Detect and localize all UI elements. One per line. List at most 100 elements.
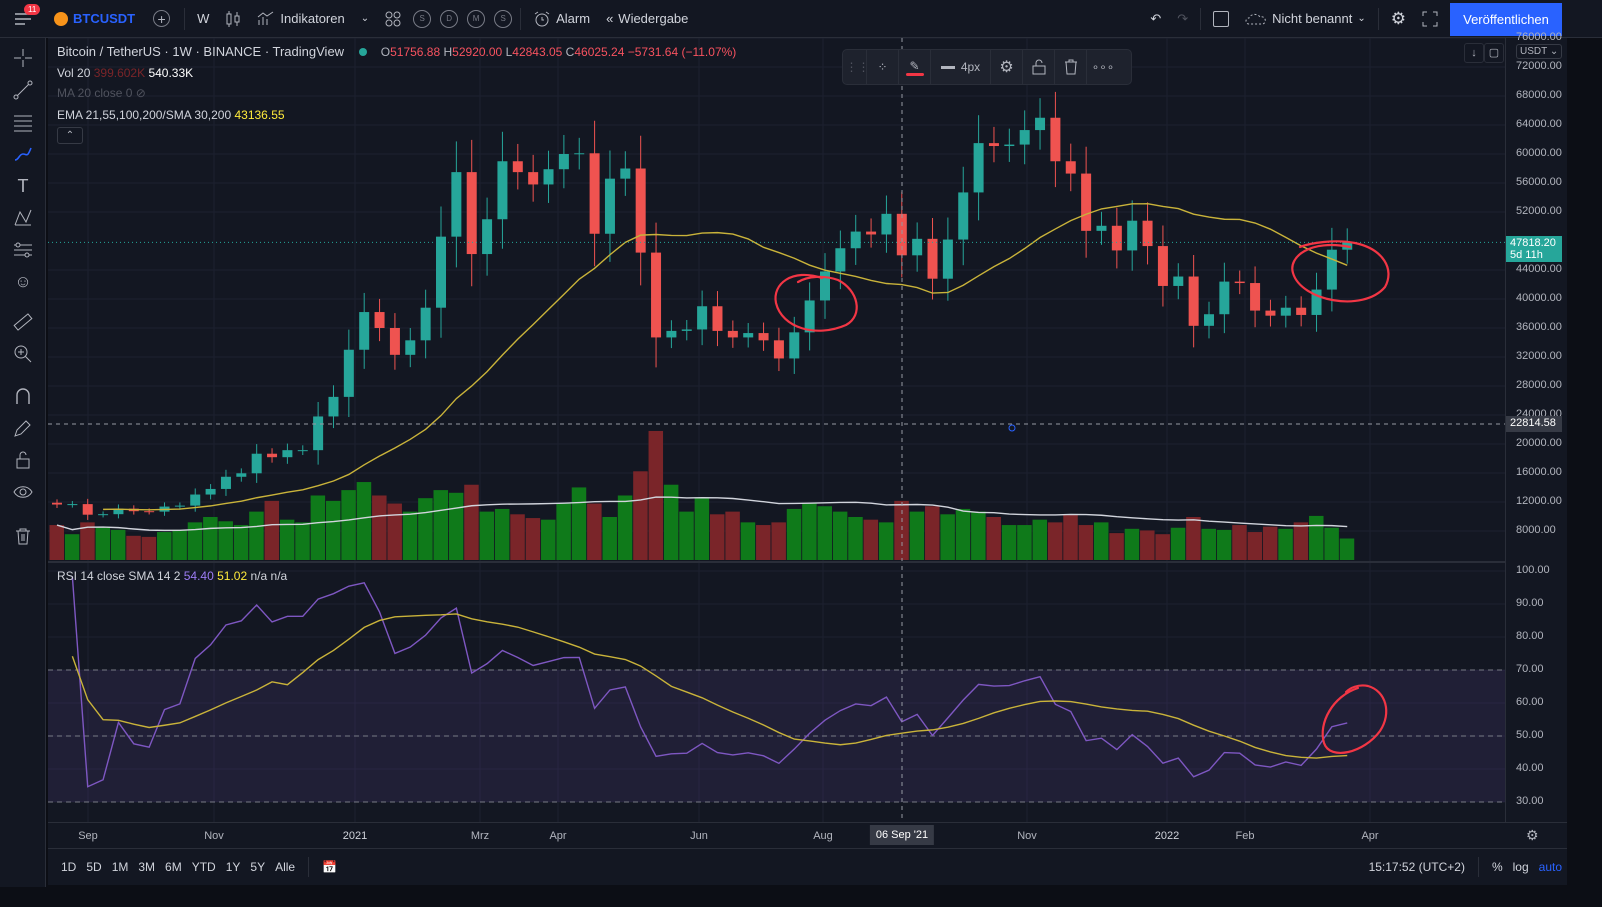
magnet-icon	[16, 388, 30, 404]
icon-tool[interactable]: ☺	[11, 270, 35, 294]
menu-button[interactable]: 11	[0, 0, 46, 38]
trend-line-tool[interactable]	[11, 78, 35, 102]
forecast-icon	[14, 242, 32, 258]
drawing-settings-button[interactable]: ⚙	[991, 50, 1023, 84]
brush-icon	[14, 147, 32, 161]
drag-handle[interactable]: ⋮⋮	[846, 50, 870, 84]
text-tool[interactable]: T	[11, 174, 35, 198]
chart-type-button[interactable]	[217, 0, 249, 38]
session-button-m[interactable]: M	[467, 9, 486, 28]
alert-button[interactable]: Alarm	[525, 0, 598, 38]
publish-button[interactable]: Veröffentlichen	[1450, 3, 1562, 36]
price-tick: 36000.00	[1516, 321, 1562, 333]
price-tick: 60000.00	[1516, 147, 1562, 159]
top-toolbar: 11 BTCUSDT + W Indikatoren ⌄ S D M S Ala…	[0, 0, 1602, 38]
pattern-tool[interactable]	[11, 206, 35, 230]
rsi-tick: 40.00	[1516, 762, 1544, 774]
session-button-d[interactable]: D	[440, 9, 459, 28]
rsi-legend[interactable]: RSI 14 close SMA 14 2 54.40 51.02 n/a n/…	[57, 569, 287, 583]
ema-legend[interactable]: EMA 21,55,100,200/SMA 30,200 43136.55	[57, 108, 285, 122]
brush-tool[interactable]	[11, 142, 35, 166]
templates-button[interactable]: ⁘	[867, 50, 899, 84]
eye-off-icon[interactable]: ⊘	[135, 86, 146, 100]
symbol-search[interactable]: BTCUSDT	[46, 0, 143, 38]
chart-area[interactable]	[48, 38, 1505, 822]
volume-legend[interactable]: Vol 20 399.602K 540.33K	[57, 66, 193, 80]
unlock-icon	[16, 451, 30, 469]
prediction-tool[interactable]	[11, 238, 35, 262]
rsi-tick: 60.00	[1516, 696, 1544, 708]
line-color-button[interactable]: ✎	[899, 50, 931, 84]
indicators-button[interactable]: Indikatoren	[249, 0, 352, 38]
time-label: 2021	[342, 830, 368, 842]
range-all[interactable]: Alle	[275, 860, 296, 874]
templates-button[interactable]	[377, 0, 409, 38]
magnet-tool[interactable]	[11, 384, 35, 408]
range-6m[interactable]: 6M	[165, 860, 182, 874]
templates-icon	[385, 11, 401, 26]
volume-ma-value: 540.33K	[148, 66, 194, 80]
undo-button[interactable]: ↶	[1142, 0, 1169, 38]
compare-button[interactable]: +	[143, 0, 180, 38]
redo-button[interactable]: ↷	[1169, 0, 1196, 38]
session-button-s2[interactable]: S	[494, 9, 513, 28]
symbol-title[interactable]: Bitcoin / TetherUS · 1W · BINANCE · Trad…	[57, 44, 345, 59]
line-width-icon	[940, 65, 955, 69]
divider	[184, 7, 186, 30]
range-1y[interactable]: 1Y	[225, 860, 241, 874]
scroll-down-button[interactable]: ↓	[1464, 43, 1484, 63]
range-1d[interactable]: 1D	[61, 860, 77, 874]
time-axis[interactable]: Sep Nov 2021 Mrz Apr Jun Aug 06 Sep '21 …	[48, 822, 1567, 848]
measure-tool[interactable]	[11, 310, 35, 334]
layout-name-button[interactable]: Nicht benannt ⌄	[1237, 0, 1374, 38]
range-5d[interactable]: 5D	[86, 860, 102, 874]
fullscreen-button[interactable]	[1414, 0, 1446, 38]
auto-toggle[interactable]: auto	[1538, 860, 1562, 874]
bitcoin-icon	[54, 11, 68, 26]
price-tick: 52000.00	[1516, 205, 1562, 217]
delete-drawing-button[interactable]	[1055, 50, 1087, 84]
line-width-button[interactable]: 4px	[931, 50, 991, 84]
rsi-value: 54.40	[183, 569, 214, 583]
replay-button[interactable]: « Wiedergabe	[598, 0, 696, 38]
range-ytd[interactable]: YTD	[191, 860, 216, 874]
layout-button[interactable]	[1205, 0, 1237, 38]
remove-drawings[interactable]	[11, 524, 35, 548]
zoom-tool[interactable]	[11, 342, 35, 366]
indicators-icon	[258, 11, 274, 25]
percent-toggle[interactable]: %	[1491, 860, 1503, 874]
more-button[interactable]: ∘∘∘	[1087, 50, 1119, 84]
maximize-pane-button[interactable]: ▢	[1484, 43, 1504, 63]
goto-date-button[interactable]: 📅	[317, 860, 342, 874]
range-3m[interactable]: 3M	[138, 860, 156, 874]
trash-icon	[16, 528, 30, 545]
layout-square-icon	[1213, 10, 1230, 27]
rsi-label: RSI 14 close SMA 14 2	[57, 569, 181, 583]
clock[interactable]: 15:17:52 (UTC+2)	[1368, 860, 1465, 874]
axis-settings-button[interactable]: ⚙	[1526, 827, 1539, 844]
currency-select[interactable]: USDT ⌄	[1516, 44, 1563, 59]
hide-drawings[interactable]	[11, 480, 35, 504]
chevron-down-icon: ⌄	[360, 13, 370, 24]
lock-drawings[interactable]	[11, 448, 35, 472]
range-1m[interactable]: 1M	[111, 860, 129, 874]
pencil-lock-icon	[14, 420, 31, 437]
stay-in-drawing-mode[interactable]	[11, 416, 35, 440]
lock-drawing-button[interactable]	[1023, 50, 1055, 84]
log-toggle[interactable]: log	[1512, 860, 1529, 874]
settings-button[interactable]: ⚙	[1383, 0, 1414, 38]
last-price: 47818.20	[1510, 237, 1556, 249]
range-5y[interactable]: 5Y	[250, 860, 266, 874]
price-tick: 20000.00	[1516, 437, 1562, 449]
collapse-legend-button[interactable]: ⌃	[57, 127, 83, 144]
session-button-s[interactable]: S	[413, 9, 432, 28]
crosshair-tool[interactable]	[11, 46, 35, 70]
interval-button[interactable]: W	[189, 0, 217, 38]
price-axis[interactable]: USDT ⌄ 76000.00 72000.00 68000.00 64000.00 6…	[1505, 31, 1567, 822]
unlock-icon	[1032, 59, 1045, 75]
ma-legend[interactable]: MA 20 close 0 ⊘	[57, 86, 146, 100]
price-tick: 32000.00	[1516, 350, 1562, 362]
fib-tool[interactable]	[11, 110, 35, 134]
price-tick: 72000.00	[1516, 60, 1562, 72]
indicators-dropdown[interactable]: ⌄	[353, 0, 377, 38]
